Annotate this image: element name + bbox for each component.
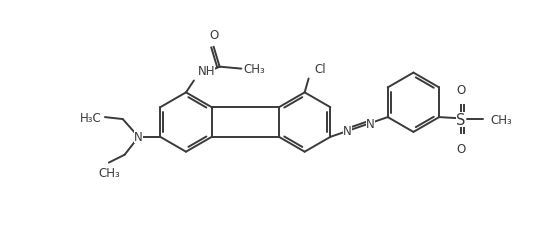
Text: O: O xyxy=(456,84,466,97)
Text: N: N xyxy=(366,117,375,130)
Text: N: N xyxy=(343,125,352,138)
Text: O: O xyxy=(456,142,466,155)
Text: NH: NH xyxy=(198,64,215,77)
Text: O: O xyxy=(209,29,219,42)
Text: N: N xyxy=(134,131,143,144)
Text: Cl: Cl xyxy=(315,62,326,75)
Text: H₃C: H₃C xyxy=(80,111,102,124)
Text: CH₃: CH₃ xyxy=(491,113,512,126)
Text: CH₃: CH₃ xyxy=(98,166,120,179)
Text: CH₃: CH₃ xyxy=(243,63,265,76)
Text: S: S xyxy=(456,112,466,127)
